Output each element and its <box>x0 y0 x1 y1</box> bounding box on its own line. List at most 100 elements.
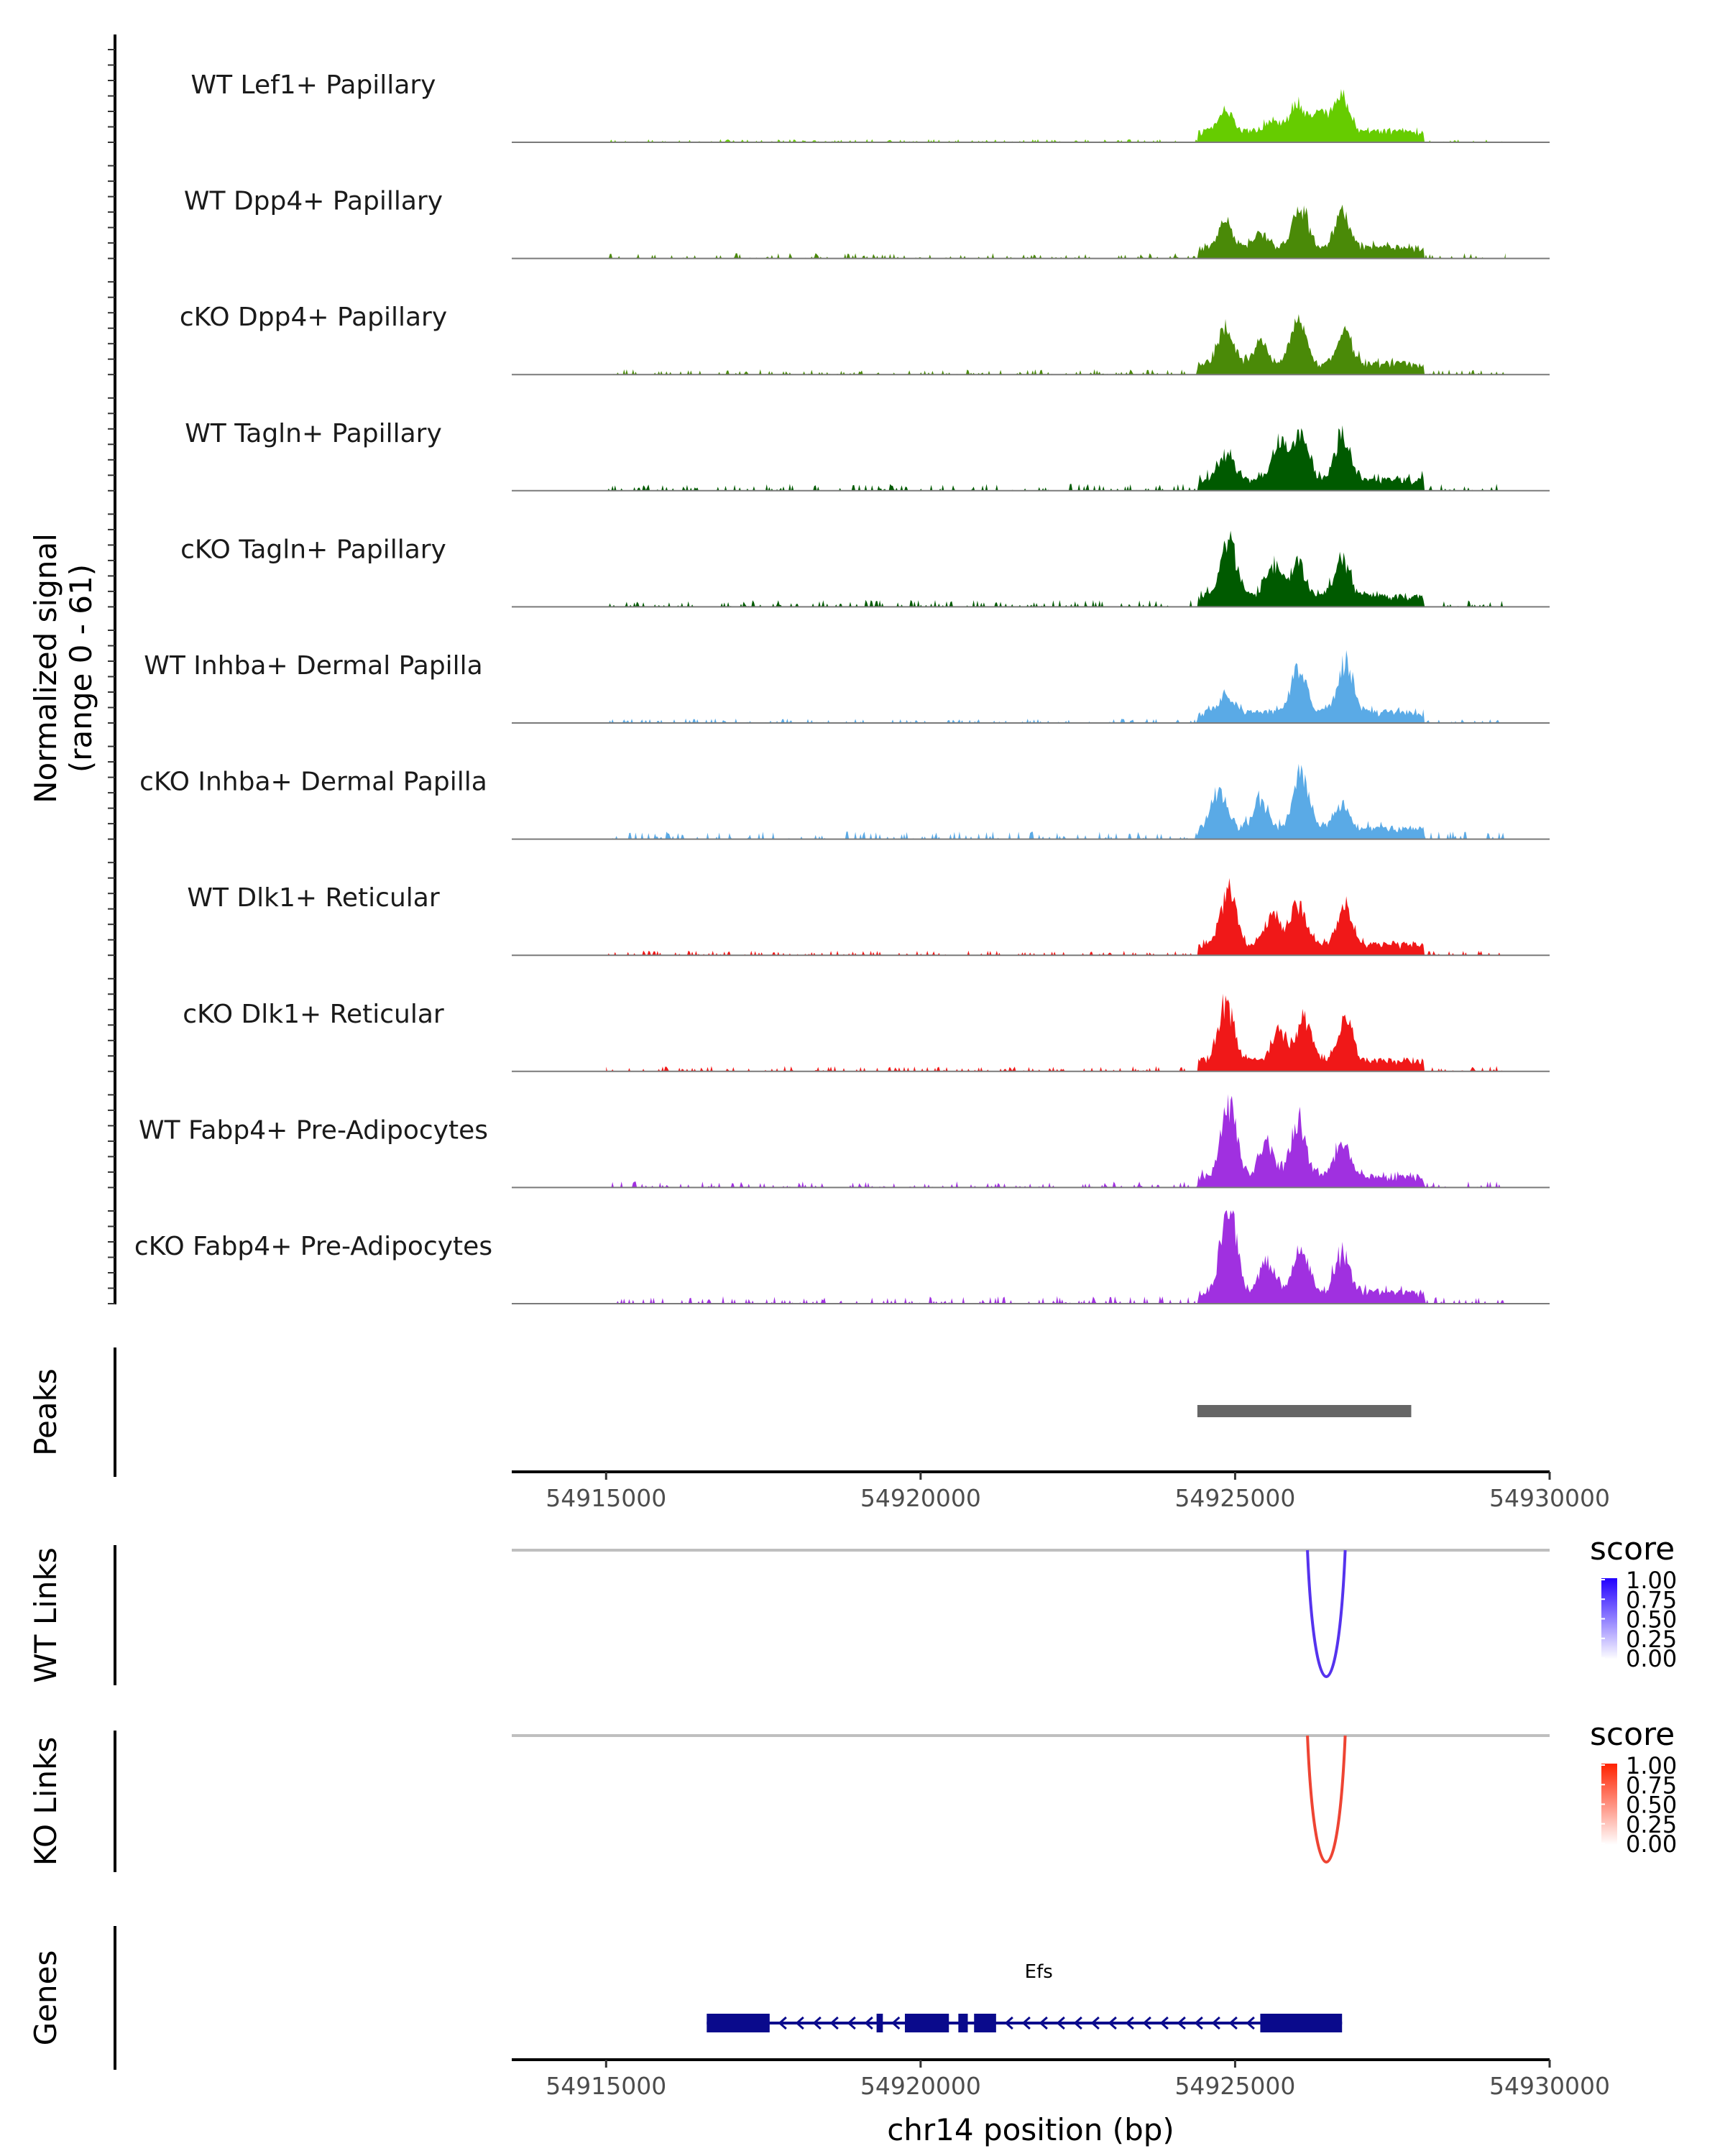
gene-exon <box>1260 2014 1343 2032</box>
gene-strand-arrow <box>812 2016 822 2030</box>
gene-strand-arrow <box>1090 2016 1100 2030</box>
coverage-track: cKO Dlk1+ Reticular <box>183 993 1550 1072</box>
gene-exon <box>974 2014 996 2032</box>
legend-tick-label: 1.00 <box>1626 1567 1677 1594</box>
gene-strand-arrow <box>1021 2016 1031 2030</box>
gene-strand-arrow <box>891 2016 901 2030</box>
coverage-track: cKO Tagln+ Papillary <box>180 530 1550 608</box>
coverage-track: cKO Fabp4+ Pre-Adipocytes <box>134 1210 1550 1304</box>
coverage-y-axis <box>108 34 116 1304</box>
coverage-track: WT Dpp4+ Papillary <box>184 187 1550 259</box>
coverage-signal-area <box>606 1210 1506 1304</box>
legend-tick-label: 0.25 <box>1626 1626 1677 1653</box>
legend-title: score <box>1590 1716 1675 1753</box>
peaks-panel-title: Peaks <box>28 1368 63 1456</box>
coverage-track-label: WT Dpp4+ Papillary <box>184 187 443 216</box>
coverage-track-label: cKO Dpp4+ Papillary <box>180 303 447 332</box>
peak-region-bar <box>1197 1405 1412 1417</box>
genes-panel-title: Genes <box>28 1950 63 2046</box>
coverage-track-label: WT Inhba+ Dermal Papilla <box>144 651 482 681</box>
link-arc <box>1306 1735 1347 1864</box>
coverage-track-label: WT Lef1+ Papillary <box>191 70 436 100</box>
x-axis-tick-label: 54925000 <box>1174 1484 1295 1512</box>
gene-strand-arrow <box>1211 2016 1220 2030</box>
coverage-track: WT Inhba+ Dermal Papilla <box>144 650 1550 724</box>
coverage-track: WT Tagln+ Papillary <box>185 419 1550 492</box>
gene-strand-arrow <box>864 2016 873 2030</box>
coverage-y-ticks <box>108 49 115 1304</box>
coverage-signal-area <box>606 993 1506 1072</box>
legend-tick-label: 0.50 <box>1626 1792 1677 1819</box>
coverage-track: WT Dlk1+ Reticular <box>187 877 1550 957</box>
x-axis-tick-label: 54930000 <box>1489 2072 1610 2100</box>
gene-strand-arrow <box>829 2016 839 2030</box>
coverage-signal-area <box>606 763 1506 839</box>
legend-title: score <box>1590 1531 1675 1567</box>
gene-strand-arrow <box>1039 2016 1048 2030</box>
gene-strand-arrow <box>847 2016 856 2030</box>
coverage-track-label: WT Dlk1+ Reticular <box>187 883 439 913</box>
genes-panel: Genes Efs <box>28 1926 1343 2070</box>
gene-strand-arrow <box>795 2016 804 2030</box>
gene-strand-arrow <box>1142 2016 1151 2030</box>
peaks-panel: Peaks <box>28 1348 1412 1477</box>
x-axis-bottom: 54915000 54920000 54925000 54930000 <box>512 2058 1610 2100</box>
coverage-track-label: cKO Tagln+ Papillary <box>180 535 446 564</box>
legend-tick-label: 0.25 <box>1626 1811 1677 1838</box>
legend-colorbar <box>1601 1764 1617 1845</box>
coverage-signal-area <box>606 88 1506 142</box>
coverage-signal-area <box>606 314 1506 375</box>
coverage-track-label: cKO Dlk1+ Reticular <box>183 1000 444 1029</box>
gene-exon <box>707 2014 770 2032</box>
coverage-track-label: WT Tagln+ Papillary <box>185 419 442 448</box>
coverage-signal-area <box>606 204 1506 259</box>
coverage-signal-area <box>606 877 1506 956</box>
gene-strand-arrow <box>1177 2016 1186 2030</box>
coverage-track: cKO Inhba+ Dermal Papilla <box>139 763 1550 840</box>
x-axis-title: chr14 position (bp) <box>887 2112 1174 2147</box>
gene-strand-arrow <box>1228 2016 1238 2030</box>
gene-strand-arrow <box>1159 2016 1169 2030</box>
x-axis-tick-label: 54915000 <box>546 2072 666 2100</box>
gene-exon <box>904 2014 949 2032</box>
x-axis-tick-label: 54925000 <box>1174 2072 1295 2100</box>
gene-exon <box>958 2014 968 2032</box>
legend-tick-label: 0.50 <box>1626 1606 1677 1634</box>
x-axis-tick-label: 54920000 <box>860 2072 981 2100</box>
coverage-track-label: cKO Fabp4+ Pre-Adipocytes <box>134 1232 492 1261</box>
x-axis-tick-label: 54920000 <box>860 1484 981 1512</box>
coverage-track: WT Fabp4+ Pre-Adipocytes <box>139 1094 1550 1189</box>
gene-strand-arrow <box>1004 2016 1013 2030</box>
coverage-y-axis-title: Normalized signal <box>28 533 63 803</box>
coverage-track-label: WT Fabp4+ Pre-Adipocytes <box>139 1115 488 1145</box>
links-panel-title: KO Links <box>28 1737 63 1866</box>
link-arc <box>1306 1549 1347 1678</box>
coverage-track-label: cKO Inhba+ Dermal Papilla <box>139 768 487 797</box>
gene-models: Efs <box>707 1961 1343 2032</box>
legend-tick-label: 1.00 <box>1626 1752 1677 1779</box>
gene-strand-arrow <box>1125 2016 1134 2030</box>
coverage-track: WT Lef1+ Papillary <box>191 70 1550 143</box>
legend-tick-label: 0.75 <box>1626 1586 1677 1613</box>
x-axis-tick-label: 54930000 <box>1489 1484 1610 1512</box>
gene-name-label: Efs <box>1025 1961 1053 1983</box>
gene-strand-arrow <box>1246 2016 1255 2030</box>
coverage-signal-area <box>606 1094 1506 1188</box>
gene-model: Efs <box>707 1961 1343 2032</box>
legend-tick-label: 0.00 <box>1626 1830 1677 1858</box>
coverage-signal-area <box>606 650 1506 723</box>
coverage-tracks: WT Lef1+ Papillary WT Dpp4+ Papillary cKO … <box>134 70 1550 1304</box>
gene-strand-arrow <box>778 2016 787 2030</box>
coverage-track: cKO Dpp4+ Papillary <box>180 303 1550 376</box>
gene-strand-arrow <box>1056 2016 1065 2030</box>
gene-exon <box>876 2014 883 2032</box>
legend-tick-label: 0.75 <box>1626 1772 1677 1799</box>
legend-tick-label: 0.00 <box>1626 1645 1677 1672</box>
peak-regions <box>1197 1405 1412 1417</box>
gene-strand-arrow <box>1108 2016 1117 2030</box>
